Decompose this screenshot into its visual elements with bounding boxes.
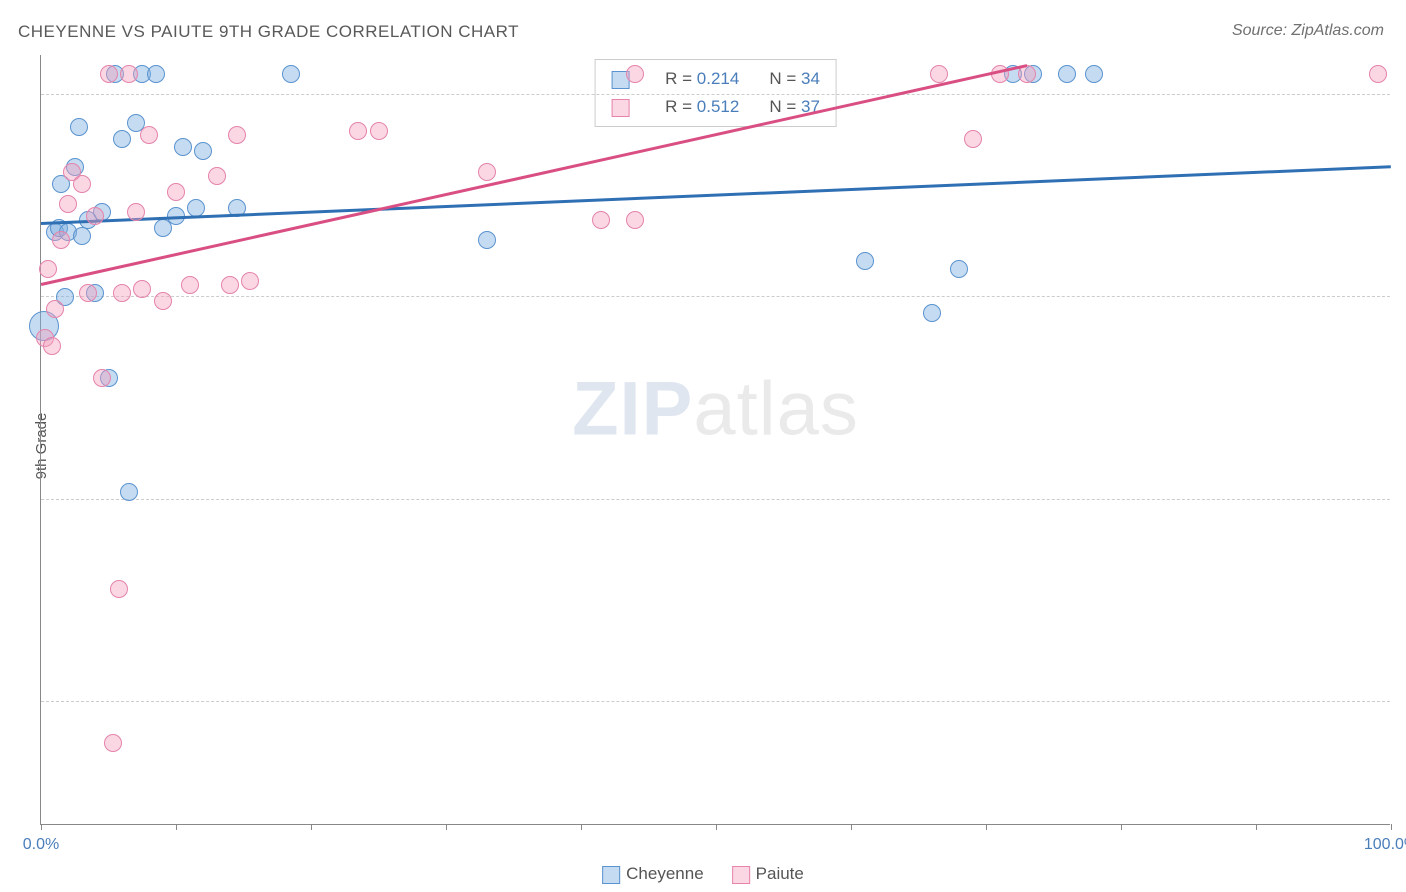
legend-item: Cheyenne	[602, 864, 704, 884]
data-point	[70, 118, 88, 136]
data-point	[923, 304, 941, 322]
trend-line	[41, 64, 1027, 285]
gridline-horizontal	[41, 94, 1390, 95]
legend-item: Paiute	[732, 864, 804, 884]
x-tick-label: 0.0%	[23, 836, 59, 854]
data-point	[59, 195, 77, 213]
legend-swatch	[602, 866, 620, 884]
data-point	[167, 183, 185, 201]
x-tick	[446, 824, 447, 830]
data-point	[79, 284, 97, 302]
data-point	[626, 65, 644, 83]
data-point	[43, 337, 61, 355]
chart-container: CHEYENNE VS PAIUTE 9TH GRADE CORRELATION…	[0, 0, 1406, 892]
data-point	[478, 163, 496, 181]
data-point	[147, 65, 165, 83]
series-legend: Cheyenne Paiute	[588, 864, 818, 884]
gridline-horizontal	[41, 296, 1390, 297]
x-tick	[851, 824, 852, 830]
x-tick	[1256, 824, 1257, 830]
x-tick	[1391, 824, 1392, 830]
data-point	[1369, 65, 1387, 83]
data-point	[140, 126, 158, 144]
data-point	[104, 734, 122, 752]
trend-line	[41, 165, 1391, 224]
data-point	[930, 65, 948, 83]
data-point	[221, 276, 239, 294]
y-tick-label: 95.0%	[1400, 288, 1406, 306]
data-point	[133, 280, 151, 298]
watermark-atlas: atlas	[693, 366, 859, 451]
data-point	[93, 369, 111, 387]
n-label: N =	[769, 69, 796, 88]
data-point	[228, 126, 246, 144]
y-tick-label: 100.0%	[1400, 86, 1406, 104]
r-label: R =	[665, 69, 692, 88]
watermark-zip: ZIP	[572, 366, 693, 451]
data-point	[181, 276, 199, 294]
gridline-horizontal	[41, 499, 1390, 500]
legend-label: Paiute	[756, 864, 804, 883]
data-point	[39, 260, 57, 278]
x-tick	[41, 824, 42, 830]
x-tick	[1121, 824, 1122, 830]
chart-title: CHEYENNE VS PAIUTE 9TH GRADE CORRELATION…	[18, 22, 519, 42]
data-point	[110, 580, 128, 598]
data-point	[208, 167, 226, 185]
data-point	[478, 231, 496, 249]
data-point	[52, 231, 70, 249]
gridline-horizontal	[41, 701, 1390, 702]
x-tick	[176, 824, 177, 830]
y-tick-label: 90.0%	[1400, 491, 1406, 509]
data-point	[950, 260, 968, 278]
data-point	[241, 272, 259, 290]
x-tick	[581, 824, 582, 830]
r-value: 0.214	[697, 69, 740, 88]
data-point	[626, 211, 644, 229]
data-point	[113, 130, 131, 148]
watermark: ZIPatlas	[572, 365, 859, 452]
x-tick	[986, 824, 987, 830]
chart-source: Source: ZipAtlas.com	[1232, 22, 1384, 40]
n-value: 34	[801, 69, 820, 88]
data-point	[113, 284, 131, 302]
data-point	[370, 122, 388, 140]
data-point	[1085, 65, 1103, 83]
n-label: N =	[769, 97, 796, 116]
x-tick	[716, 824, 717, 830]
data-point	[120, 65, 138, 83]
data-point	[592, 211, 610, 229]
data-point	[73, 175, 91, 193]
data-point	[282, 65, 300, 83]
data-point	[964, 130, 982, 148]
legend-label: Cheyenne	[626, 864, 704, 883]
data-point	[856, 252, 874, 270]
legend-swatch	[611, 99, 629, 117]
data-point	[86, 207, 104, 225]
legend-swatch	[732, 866, 750, 884]
data-point	[127, 203, 145, 221]
data-point	[174, 138, 192, 156]
r-label: R =	[665, 97, 692, 116]
data-point	[154, 292, 172, 310]
data-point	[120, 483, 138, 501]
y-tick-label: 85.0%	[1400, 693, 1406, 711]
data-point	[1058, 65, 1076, 83]
data-point	[73, 227, 91, 245]
data-point	[194, 142, 212, 160]
data-point	[100, 65, 118, 83]
plot-area: ZIPatlas R = 0.214N = 34R = 0.512N = 37 …	[40, 55, 1390, 825]
data-point	[46, 300, 64, 318]
r-value: 0.512	[697, 97, 740, 116]
x-tick-label: 100.0%	[1364, 836, 1406, 854]
data-point	[349, 122, 367, 140]
x-tick	[311, 824, 312, 830]
